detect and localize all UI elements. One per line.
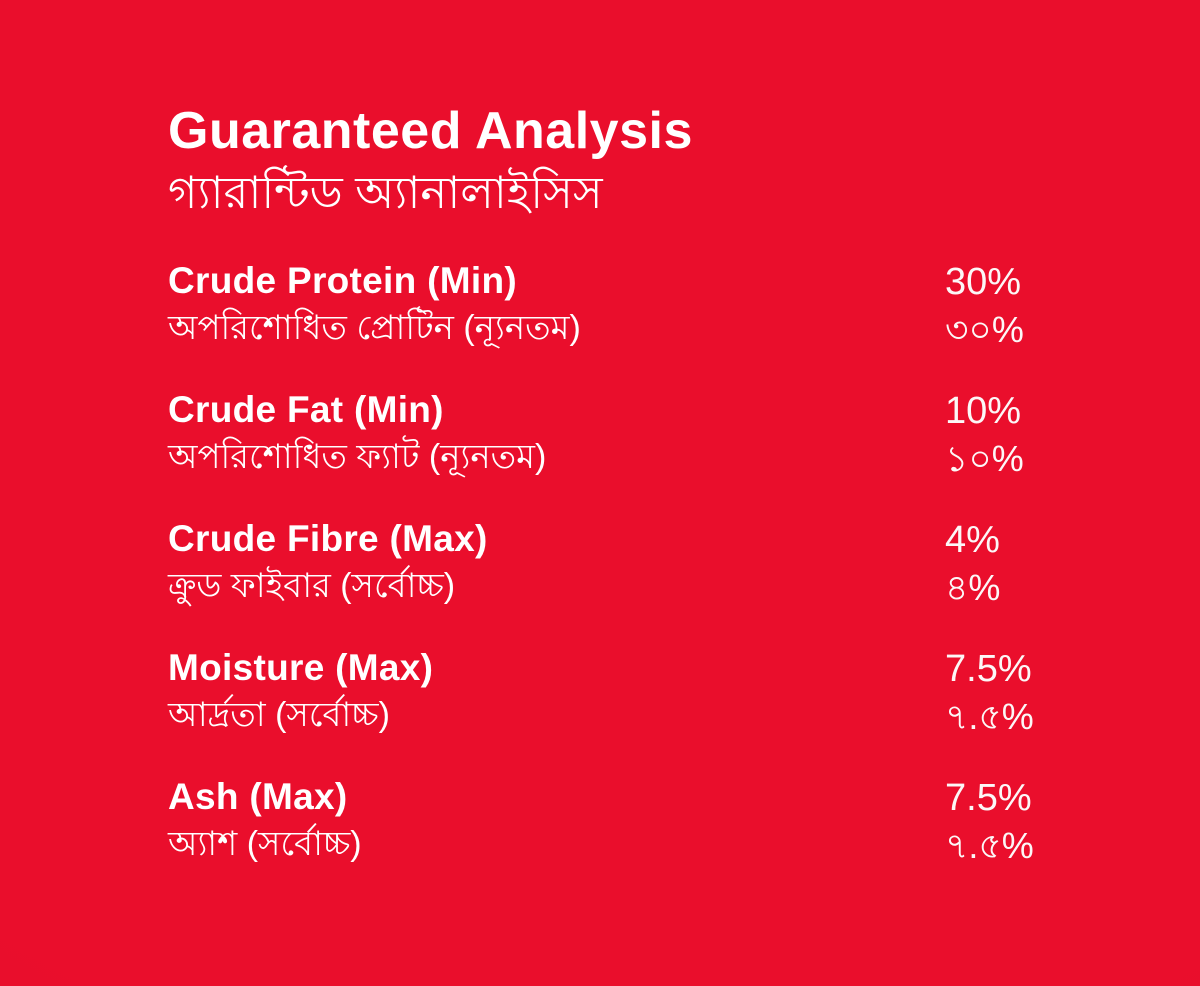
nutrient-values: 10% ১০%: [945, 389, 1024, 481]
nutrient-label: Moisture (Max): [168, 647, 434, 689]
nutrient-value: 7.5%: [945, 648, 1032, 691]
analysis-row-crude-fibre: Crude Fibre (Max) ক্রুড ফাইবার (সর্বোচ্চ…: [168, 518, 1068, 610]
nutrient-values: 4% ৪%: [945, 518, 1000, 610]
nutrient-value-bengali: ৩০%: [945, 308, 1024, 350]
page-title: Guaranteed Analysis: [168, 102, 693, 160]
nutrient-value: 4%: [945, 518, 1000, 561]
nutrient-values: 7.5% ৭.৫%: [945, 647, 1034, 739]
nutrient-labels: Crude Protein (Min) অপরিশোধিত প্রোটিন (ন…: [168, 260, 945, 350]
nutrient-value-bengali: ৪%: [945, 567, 1001, 609]
nutrient-value: 7.5%: [945, 777, 1032, 820]
nutrient-values: 30% ৩০%: [945, 260, 1024, 352]
nutrient-value: 10%: [945, 389, 1022, 432]
nutrient-value: 30%: [945, 260, 1022, 303]
nutrient-labels: Crude Fat (Min) অপরিশোধিত ফ্যাট (ন্যূনতম…: [168, 389, 945, 479]
nutrient-label-bengali: অপরিশোধিত ফ্যাট (ন্যূনতম): [168, 437, 547, 476]
nutrient-values: 7.5% ৭.৫%: [945, 776, 1034, 868]
guaranteed-analysis-panel: Guaranteed Analysis গ্যারান্টিড অ্যানালা…: [0, 0, 1200, 868]
analysis-row-moisture: Moisture (Max) আর্দ্রতা (সর্বোচ্চ) 7.5% …: [168, 647, 1068, 739]
nutrient-value-bengali: ৭.৫%: [945, 696, 1034, 738]
nutrient-value-bengali: ১০%: [945, 437, 1024, 479]
nutrient-value-bengali: ৭.৫%: [945, 825, 1034, 867]
analysis-row-crude-fat: Crude Fat (Min) অপরিশোধিত ফ্যাট (ন্যূনতম…: [168, 389, 1068, 481]
nutrient-label-bengali: আর্দ্রতা (সর্বোচ্চ): [168, 695, 390, 734]
nutrient-label-bengali: অপরিশোধিত প্রোটিন (ন্যূনতম): [168, 308, 581, 347]
nutrient-label-bengali: ক্রুড ফাইবার (সর্বোচ্চ): [168, 566, 456, 605]
analysis-rows: Crude Protein (Min) অপরিশোধিত প্রোটিন (ন…: [168, 260, 1200, 868]
nutrient-label: Ash (Max): [168, 776, 348, 818]
analysis-row-ash: Ash (Max) অ্যাশ (সর্বোচ্চ) 7.5% ৭.৫%: [168, 776, 1068, 868]
analysis-row-crude-protein: Crude Protein (Min) অপরিশোধিত প্রোটিন (ন…: [168, 260, 1068, 352]
nutrient-labels: Moisture (Max) আর্দ্রতা (সর্বোচ্চ): [168, 647, 945, 737]
page-title-bengali: গ্যারান্টিড অ্যানালাইসিস: [168, 167, 603, 219]
nutrient-label-bengali: অ্যাশ (সর্বোচ্চ): [168, 825, 362, 864]
nutrient-label: Crude Protein (Min): [168, 259, 517, 301]
nutrient-labels: Ash (Max) অ্যাশ (সর্বোচ্চ): [168, 776, 945, 866]
nutrient-label: Crude Fibre (Max): [168, 517, 488, 559]
nutrient-label: Crude Fat (Min): [168, 388, 444, 430]
nutrient-labels: Crude Fibre (Max) ক্রুড ফাইবার (সর্বোচ্চ…: [168, 518, 945, 608]
